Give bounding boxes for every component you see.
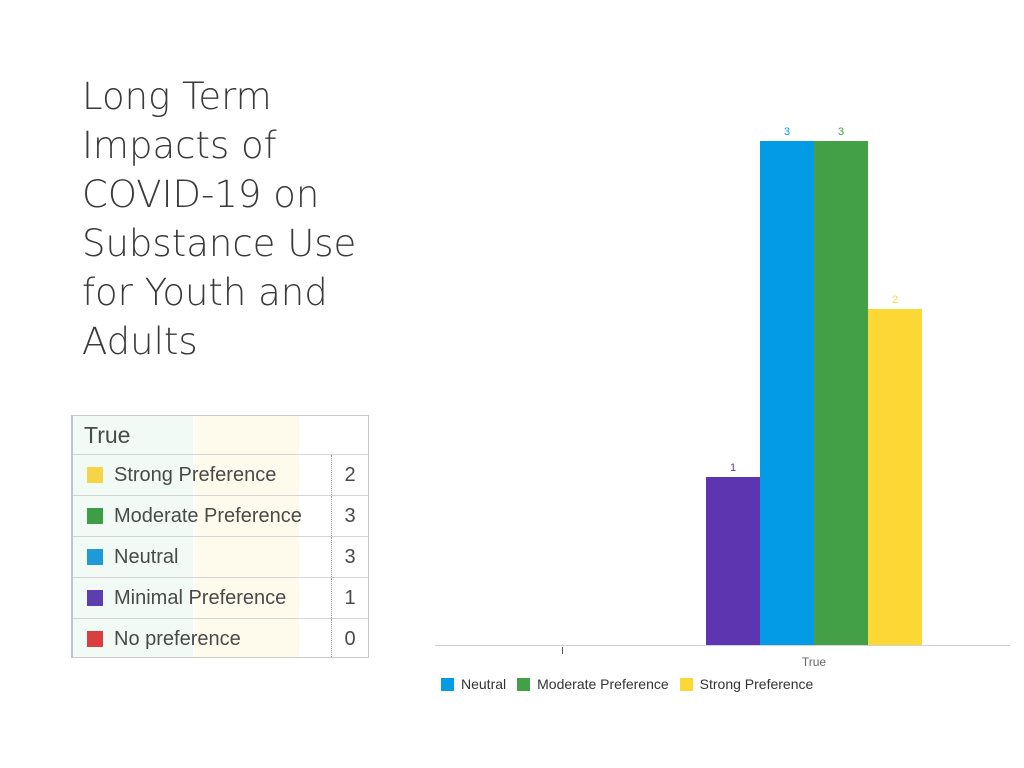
row-count: 3 — [331, 537, 368, 577]
data-label: 2 — [892, 294, 898, 306]
row-label: Minimal Preference — [114, 586, 287, 609]
legend-swatch — [441, 677, 454, 691]
legend-table-row: Minimal Preference 1 — [73, 578, 368, 619]
title-line: Adults — [82, 320, 198, 363]
color-swatch — [87, 631, 103, 647]
category-label: True — [802, 655, 827, 669]
bar — [868, 309, 922, 645]
legend-item-neutral: Neutral — [441, 676, 506, 692]
bar — [760, 141, 814, 645]
row-count: 1 — [331, 578, 368, 618]
legend-swatch — [679, 677, 693, 691]
row-count: 2 — [331, 455, 368, 495]
row-label: No preference — [114, 627, 241, 650]
legend-label: Strong Preference — [699, 676, 814, 692]
row-label: Strong Preference — [114, 463, 277, 486]
data-label: 3 — [838, 126, 844, 138]
row-label: Moderate Preference — [114, 504, 302, 527]
bar — [706, 477, 760, 645]
legend-table-row: Moderate Preference 3 — [73, 496, 368, 537]
legend-table: True Strong Preference 2 Moderate Prefer… — [71, 415, 369, 658]
legend-table-row: No preference 0 — [73, 619, 368, 657]
row-label: Neutral — [114, 545, 179, 568]
chart-legend: Neutral Moderate Preference Strong Prefe… — [441, 676, 824, 692]
title-line: Substance Use — [82, 222, 357, 265]
row-count: 3 — [331, 496, 368, 536]
legend-table-row: Neutral 3 — [73, 537, 368, 578]
title-line: Impacts of — [82, 124, 277, 167]
row-count: 0 — [331, 619, 368, 657]
color-swatch — [87, 590, 103, 606]
title-line: COVID-19 on — [82, 173, 320, 216]
data-label: 3 — [784, 126, 790, 138]
title-line: for Youth and — [82, 271, 328, 314]
bar — [814, 141, 868, 645]
bar-chart: 1 3 3 2 True — [435, 126, 1010, 669]
legend-label: Moderate Preference — [537, 676, 669, 692]
legend-table-row: Strong Preference 2 — [73, 455, 368, 496]
data-label: 1 — [730, 462, 736, 474]
legend-label: Neutral — [461, 676, 507, 692]
color-swatch — [87, 467, 103, 483]
title-line: Long Term — [82, 75, 272, 118]
legend-item-moderate-preference: Moderate Preference — [517, 676, 669, 692]
color-swatch — [87, 508, 103, 524]
legend-swatch — [517, 677, 531, 691]
color-swatch — [87, 549, 103, 565]
legend-item-strong-preference: Strong Preference — [679, 676, 814, 692]
slide-title: Long Term Impacts of COVID-19 on Substan… — [82, 72, 382, 366]
legend-table-header: True — [73, 416, 368, 455]
